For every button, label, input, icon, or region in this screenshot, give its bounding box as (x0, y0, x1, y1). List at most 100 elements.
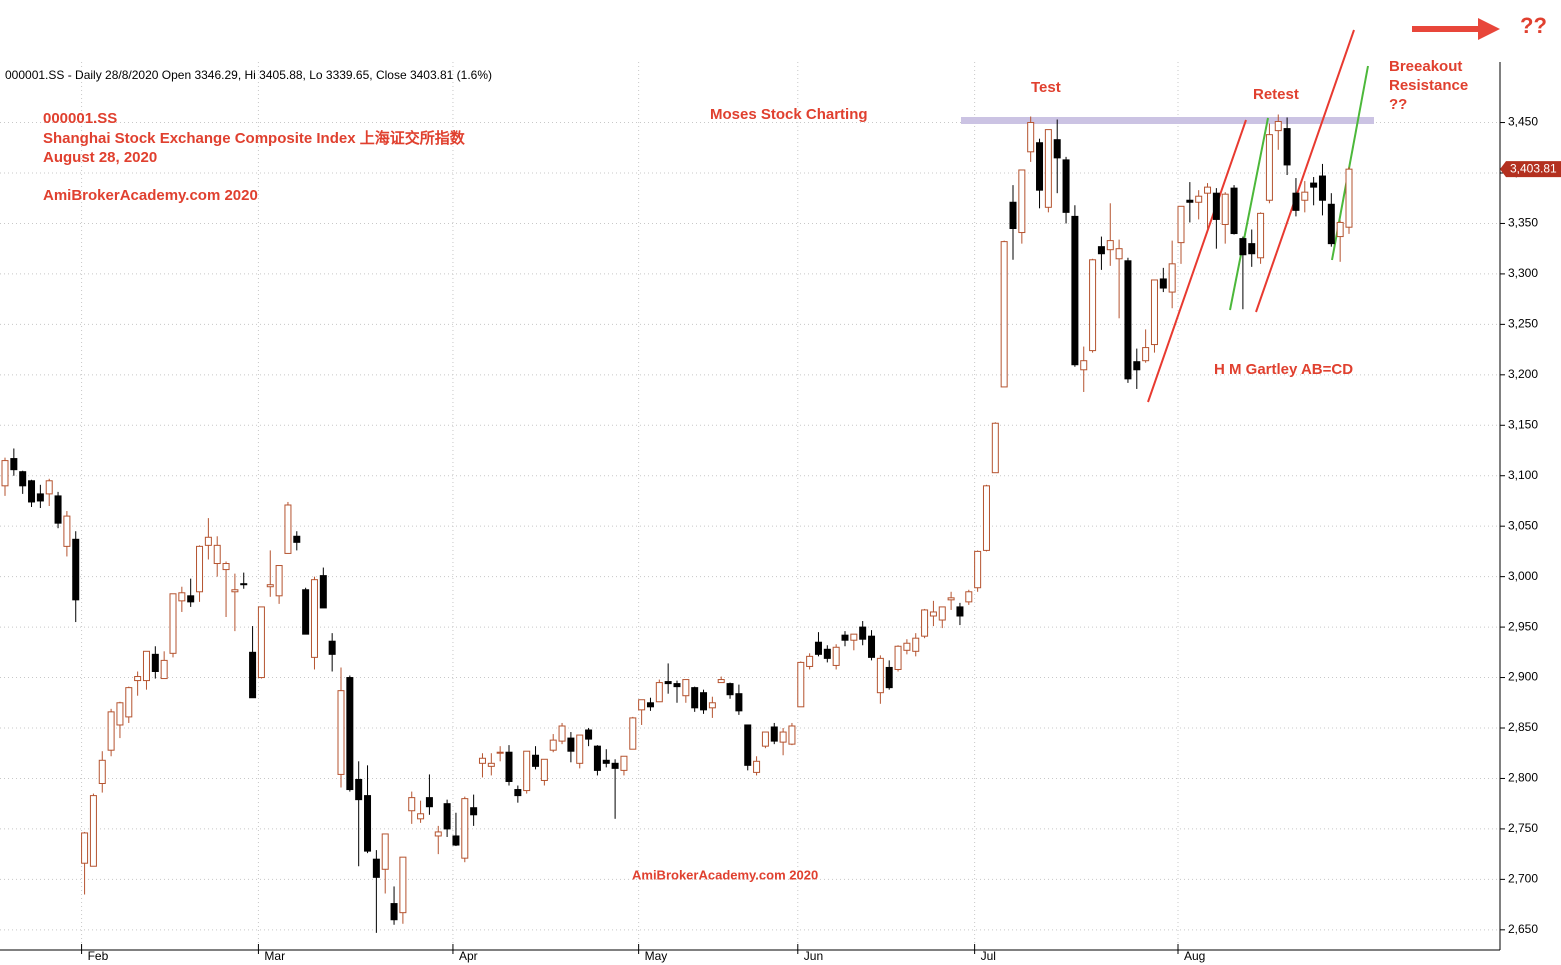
candle-body (478, 757, 486, 764)
candle-body (98, 759, 106, 784)
candle-body (443, 803, 451, 830)
candle-body (770, 726, 778, 742)
candle-body (664, 681, 672, 685)
candle-body (850, 633, 858, 641)
candle-body (788, 725, 796, 745)
candle-body (142, 650, 150, 682)
candle-body (461, 798, 469, 859)
candle-body (1327, 203, 1335, 245)
candle-body (1106, 240, 1114, 251)
header: 000001.SS - Daily 28/8/2020 Open 3346.29… (5, 68, 492, 82)
annotation: August 28, 2020 (43, 149, 157, 166)
candle-body (1265, 134, 1273, 201)
y-tick-label: 3,250 (1508, 317, 1538, 331)
x-tick-label: Aug (1184, 949, 1205, 963)
y-tick-label: 3,300 (1508, 266, 1538, 280)
candle-body (328, 640, 336, 655)
annotation: Resistance (1389, 77, 1468, 94)
candle-body (700, 692, 708, 711)
y-tick-label: 3,050 (1508, 518, 1538, 532)
y-tick-label: 2,800 (1508, 771, 1538, 785)
candle-body (107, 711, 115, 751)
candle-body (602, 759, 610, 764)
candle-body (735, 693, 743, 712)
y-tick-label: 2,650 (1508, 922, 1538, 936)
candle-body (496, 751, 504, 754)
x-tick-label: Jun (804, 949, 823, 963)
candle-body (372, 858, 380, 878)
candle-body (36, 493, 44, 502)
candle-body (1142, 347, 1150, 362)
y-tick-label: 3,200 (1508, 367, 1538, 381)
candle-body (1080, 360, 1088, 371)
trend-line (1255, 29, 1355, 313)
candle-body (231, 589, 239, 593)
last-price-label: 3,403.81 (1510, 161, 1557, 175)
candle-body (947, 597, 955, 601)
candle-body (319, 575, 327, 609)
candle-body (1124, 260, 1132, 380)
candle-body (611, 762, 619, 769)
candle-body (523, 750, 531, 792)
candle-body (841, 634, 849, 641)
x-tick-label: Apr (459, 949, 478, 963)
candle-body (638, 699, 646, 711)
annotation: AmiBrokerAcademy.com 2020 (632, 867, 818, 882)
candle-body (72, 538, 80, 601)
candle-body (390, 903, 398, 921)
candle-body (956, 606, 964, 617)
candle-body (222, 563, 230, 571)
candle-body (434, 831, 442, 837)
candle-body (744, 724, 752, 766)
candle-body (1301, 191, 1309, 201)
annotation: 000001.SS (43, 110, 117, 127)
candle-body (487, 762, 495, 767)
candle-body (310, 579, 318, 658)
candle-body (134, 676, 142, 682)
candle-body (1345, 168, 1353, 228)
candle-body (1310, 182, 1318, 188)
y-tick-label: 2,850 (1508, 720, 1538, 734)
candle-body (505, 751, 513, 782)
candle-body (921, 609, 929, 637)
candle-body (938, 606, 946, 621)
candle-body (337, 690, 345, 775)
candle-body (567, 737, 575, 752)
candle-body (894, 645, 902, 670)
candle-body (249, 651, 257, 699)
candle-body (549, 739, 557, 751)
annotation: AmiBrokerAcademy.com 2020 (43, 187, 258, 204)
candle-body (151, 653, 159, 672)
candle-body (717, 679, 725, 684)
candle-body (1053, 139, 1061, 159)
candle-body (576, 734, 584, 764)
annotation: Breeakout (1389, 58, 1462, 75)
candle-body (364, 795, 372, 852)
candle-body (1212, 192, 1220, 220)
candle-body (408, 797, 416, 812)
candle-body (89, 795, 97, 867)
candle-body (903, 642, 911, 651)
candle-body (1089, 259, 1097, 352)
candle-body (1177, 205, 1185, 244)
candle-body (10, 458, 18, 471)
x-tick-label: Jul (981, 949, 996, 963)
candle-body (275, 565, 283, 597)
candle-body (974, 550, 982, 589)
candle-body (1071, 215, 1079, 366)
candle-body (178, 592, 186, 602)
candle-body (54, 495, 62, 524)
candle-body (646, 702, 654, 708)
candle-body (965, 591, 973, 603)
candle-body (585, 729, 593, 740)
candle-body (655, 682, 663, 703)
candle-body (797, 661, 805, 708)
candle-body (876, 657, 884, 694)
candle-body (514, 789, 522, 797)
candle-body (1195, 195, 1203, 203)
candle-body (832, 646, 840, 666)
candle-body (1168, 263, 1176, 293)
candle-body (593, 745, 601, 771)
candle-body (823, 648, 831, 659)
